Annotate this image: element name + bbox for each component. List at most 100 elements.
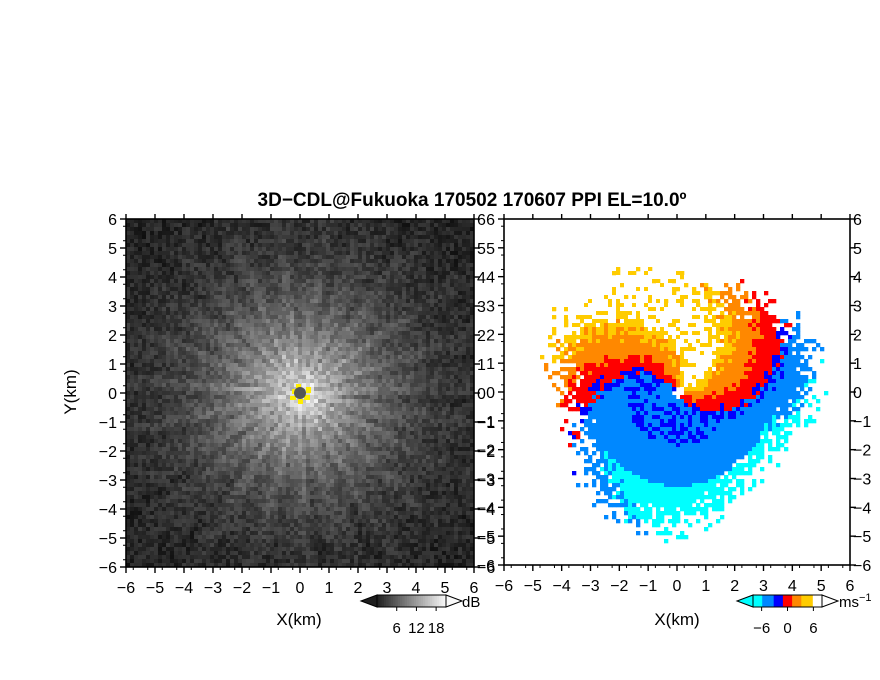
- reflectivity-cell: [242, 387, 247, 392]
- reflectivity-cell: [238, 435, 243, 440]
- reflectivity-cell: [246, 383, 251, 388]
- reflectivity-cell: [334, 479, 339, 484]
- reflectivity-cell: [166, 363, 171, 368]
- reflectivity-cell: [246, 355, 251, 360]
- reflectivity-cell: [226, 439, 231, 444]
- reflectivity-cell: [322, 479, 327, 484]
- reflectivity-cell: [182, 343, 187, 348]
- reflectivity-cell: [334, 419, 339, 424]
- reflectivity-cell: [206, 259, 211, 264]
- reflectivity-cell: [246, 371, 251, 376]
- reflectivity-cell: [258, 295, 263, 300]
- reflectivity-cell: [334, 447, 339, 452]
- reflectivity-cell: [170, 299, 175, 304]
- reflectivity-cell: [206, 479, 211, 484]
- reflectivity-cell: [166, 503, 171, 508]
- reflectivity-cell: [174, 479, 179, 484]
- reflectivity-cell: [126, 339, 131, 344]
- reflectivity-cell: [294, 239, 299, 244]
- reflectivity-cell: [334, 423, 339, 428]
- reflectivity-cell: [334, 375, 339, 380]
- reflectivity-cell: [226, 231, 231, 236]
- reflectivity-cell: [150, 523, 155, 528]
- reflectivity-cell: [134, 487, 139, 492]
- reflectivity-cell: [170, 387, 175, 392]
- reflectivity-cell: [246, 271, 251, 276]
- reflectivity-cell: [126, 483, 131, 488]
- reflectivity-cell: [202, 551, 207, 556]
- reflectivity-cell: [202, 327, 207, 332]
- reflectivity-cell: [266, 435, 271, 440]
- reflectivity-cell: [294, 455, 299, 460]
- reflectivity-cell: [294, 219, 299, 224]
- reflectivity-cell: [138, 447, 143, 452]
- reflectivity-cell: [178, 291, 183, 296]
- reflectivity-cell: [310, 395, 315, 400]
- reflectivity-cell: [242, 371, 247, 376]
- reflectivity-cell: [154, 247, 159, 252]
- reflectivity-cell: [246, 251, 251, 256]
- reflectivity-cell: [318, 279, 323, 284]
- reflectivity-cell: [250, 375, 255, 380]
- reflectivity-cell: [206, 503, 211, 508]
- reflectivity-cell: [282, 227, 287, 232]
- reflectivity-cell: [346, 271, 351, 276]
- reflectivity-cell: [206, 219, 211, 224]
- reflectivity-cell: [258, 387, 263, 392]
- reflectivity-cell: [294, 303, 299, 308]
- reflectivity-cell: [182, 447, 187, 452]
- reflectivity-cell: [154, 263, 159, 268]
- reflectivity-cell: [282, 403, 287, 408]
- reflectivity-cell: [186, 463, 191, 468]
- reflectivity-cell: [250, 451, 255, 456]
- reflectivity-cell: [286, 499, 291, 504]
- reflectivity-cell: [334, 371, 339, 376]
- reflectivity-cell: [138, 395, 143, 400]
- reflectivity-cell: [158, 451, 163, 456]
- reflectivity-cell: [230, 375, 235, 380]
- reflectivity-cell: [250, 411, 255, 416]
- reflectivity-cell: [346, 499, 351, 504]
- reflectivity-cell: [286, 547, 291, 552]
- reflectivity-cell: [142, 487, 147, 492]
- reflectivity-cell: [330, 443, 335, 448]
- reflectivity-cell: [210, 319, 215, 324]
- reflectivity-cell: [238, 415, 243, 420]
- reflectivity-cell: [258, 327, 263, 332]
- reflectivity-cell: [138, 375, 143, 380]
- reflectivity-cell: [266, 475, 271, 480]
- reflectivity-cell: [226, 399, 231, 404]
- reflectivity-cell: [274, 439, 279, 444]
- reflectivity-cell: [278, 539, 283, 544]
- reflectivity-cell: [170, 523, 175, 528]
- reflectivity-cell: [338, 287, 343, 292]
- reflectivity-cell: [274, 495, 279, 500]
- reflectivity-cell: [326, 335, 331, 340]
- reflectivity-cell: [270, 339, 275, 344]
- reflectivity-cell: [338, 423, 343, 428]
- reflectivity-cell: [262, 459, 267, 464]
- reflectivity-cell: [170, 543, 175, 548]
- reflectivity-cell: [150, 439, 155, 444]
- reflectivity-cell: [230, 491, 235, 496]
- reflectivity-cell: [182, 319, 187, 324]
- reflectivity-cell: [326, 351, 331, 356]
- reflectivity-cell: [218, 231, 223, 236]
- reflectivity-cell: [162, 415, 167, 420]
- reflectivity-cell: [274, 475, 279, 480]
- reflectivity-cell: [290, 443, 295, 448]
- reflectivity-cell: [202, 535, 207, 540]
- reflectivity-cell: [178, 311, 183, 316]
- reflectivity-cell: [226, 563, 231, 568]
- reflectivity-cell: [174, 459, 179, 464]
- reflectivity-cell: [342, 235, 347, 240]
- reflectivity-cell: [346, 407, 351, 412]
- reflectivity-cell: [178, 563, 183, 568]
- reflectivity-cell: [142, 315, 147, 320]
- reflectivity-cell: [314, 331, 319, 336]
- reflectivity-cell: [126, 279, 131, 284]
- reflectivity-cell: [314, 307, 319, 312]
- reflectivity-cell: [214, 475, 219, 480]
- reflectivity-cell: [194, 439, 199, 444]
- reflectivity-cell: [154, 495, 159, 500]
